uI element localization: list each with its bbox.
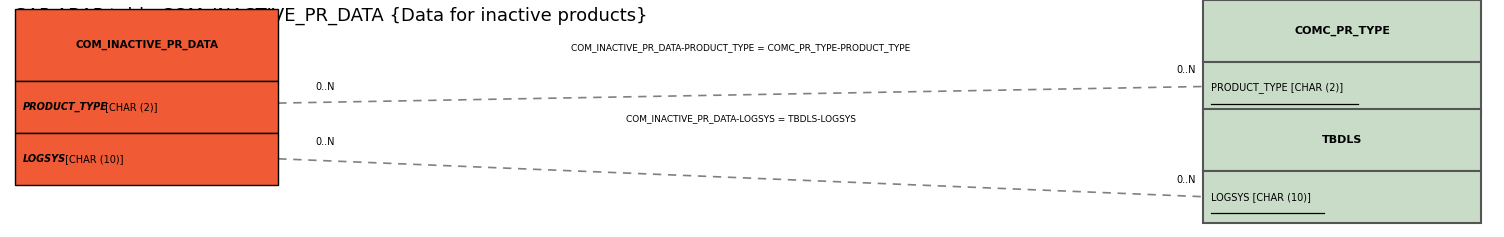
- Text: [CHAR (10)]: [CHAR (10)]: [62, 154, 123, 164]
- FancyBboxPatch shape: [1203, 0, 1481, 62]
- FancyBboxPatch shape: [15, 81, 278, 133]
- Text: PRODUCT_TYPE: PRODUCT_TYPE: [23, 101, 107, 112]
- FancyBboxPatch shape: [1203, 171, 1481, 223]
- Text: TBDLS: TBDLS: [1322, 135, 1363, 145]
- Text: 0..N: 0..N: [316, 137, 335, 147]
- Text: LOGSYS: LOGSYS: [23, 154, 66, 164]
- Text: LOGSYS [CHAR (10)]: LOGSYS [CHAR (10)]: [1211, 192, 1310, 202]
- Text: [CHAR (2)]: [CHAR (2)]: [102, 102, 158, 112]
- Text: SAP ABAP table COM_INACTIVE_PR_DATA {Data for inactive products}: SAP ABAP table COM_INACTIVE_PR_DATA {Dat…: [15, 7, 648, 25]
- FancyBboxPatch shape: [1203, 62, 1481, 114]
- Text: COM_INACTIVE_PR_DATA-PRODUCT_TYPE = COMC_PR_TYPE-PRODUCT_TYPE: COM_INACTIVE_PR_DATA-PRODUCT_TYPE = COMC…: [572, 43, 910, 52]
- Text: 0..N: 0..N: [1176, 175, 1196, 185]
- Text: PRODUCT_TYPE [CHAR (2)]: PRODUCT_TYPE [CHAR (2)]: [1211, 82, 1343, 93]
- Text: COM_INACTIVE_PR_DATA-LOGSYS = TBDLS-LOGSYS: COM_INACTIVE_PR_DATA-LOGSYS = TBDLS-LOGS…: [626, 114, 856, 123]
- Text: 0..N: 0..N: [1176, 65, 1196, 75]
- FancyBboxPatch shape: [15, 133, 278, 185]
- FancyBboxPatch shape: [15, 9, 278, 81]
- Text: COM_INACTIVE_PR_DATA: COM_INACTIVE_PR_DATA: [75, 40, 218, 50]
- Text: COMC_PR_TYPE: COMC_PR_TYPE: [1295, 26, 1390, 36]
- FancyBboxPatch shape: [1203, 109, 1481, 171]
- Text: 0..N: 0..N: [316, 82, 335, 91]
